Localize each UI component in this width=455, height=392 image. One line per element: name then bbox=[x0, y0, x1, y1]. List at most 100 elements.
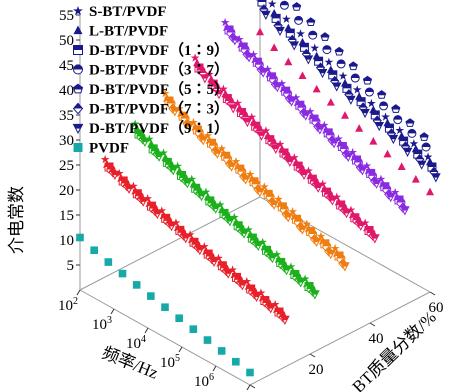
data-point-fill bbox=[294, 162, 303, 167]
data-point-fill bbox=[294, 217, 303, 222]
data-point-fill bbox=[218, 261, 227, 266]
data-point-shape bbox=[426, 187, 434, 196]
data-point bbox=[242, 276, 252, 286]
data-point-fill bbox=[338, 142, 347, 147]
data-point bbox=[405, 118, 415, 127]
frequency-tick-mark bbox=[178, 346, 183, 353]
legend-label: PVDF bbox=[89, 141, 129, 157]
data-point-fill bbox=[413, 150, 422, 155]
data-point bbox=[281, 266, 292, 276]
data-point bbox=[195, 246, 205, 256]
data-point-shape bbox=[187, 174, 197, 183]
data-point bbox=[244, 53, 254, 63]
data-point-fill bbox=[282, 266, 291, 271]
data-point bbox=[326, 98, 335, 106]
data-point bbox=[275, 139, 285, 149]
data-point-fill bbox=[344, 89, 353, 95]
legend-marker-fill bbox=[73, 45, 83, 50]
data-point-fill bbox=[245, 53, 254, 58]
data-point-fill bbox=[223, 154, 232, 159]
data-point-fill bbox=[237, 167, 246, 172]
data-point-shape bbox=[267, 0, 277, 8]
legend-marker-fill bbox=[73, 103, 83, 109]
data-point bbox=[237, 281, 248, 291]
data-point-shape bbox=[244, 225, 253, 234]
data-point-shape bbox=[274, 194, 283, 204]
data-point-fill bbox=[314, 57, 323, 62]
data-point-fill bbox=[340, 262, 349, 267]
data-point-fill bbox=[224, 270, 233, 274]
data-point-fill bbox=[365, 226, 374, 231]
data-point bbox=[100, 154, 110, 164]
data-point-fill bbox=[326, 250, 335, 255]
data-point bbox=[352, 85, 362, 94]
data-point-fill bbox=[280, 316, 289, 321]
data-point bbox=[259, 182, 269, 191]
data-point bbox=[296, 29, 305, 38]
data-point-shape bbox=[305, 107, 315, 116]
data-point-fill bbox=[382, 185, 391, 190]
legend-marker bbox=[72, 83, 84, 94]
data-point bbox=[379, 101, 389, 111]
data-point-fill bbox=[232, 273, 241, 278]
data-point-fill bbox=[280, 205, 289, 210]
data-point bbox=[90, 246, 98, 255]
data-point bbox=[311, 237, 322, 248]
data-point-fill bbox=[261, 11, 270, 16]
data-point-fill bbox=[274, 20, 283, 26]
data-point bbox=[203, 336, 212, 344]
z-tick-label: 20 bbox=[59, 183, 74, 199]
data-point-fill bbox=[210, 258, 219, 263]
data-point-fill bbox=[155, 153, 164, 157]
data-point-fill bbox=[351, 74, 360, 79]
legend-label: D-BT/PVDF（9∶1） bbox=[89, 119, 229, 137]
data-point-fill bbox=[387, 129, 396, 134]
z-tick-label: 45 bbox=[59, 58, 74, 74]
data-point bbox=[265, 304, 276, 314]
data-point-fill bbox=[322, 242, 331, 247]
data-point-shape bbox=[259, 182, 269, 191]
data-point-shape bbox=[411, 175, 420, 183]
data-point-fill bbox=[211, 205, 220, 210]
data-point-shape bbox=[147, 292, 155, 300]
frequency-tick-mark bbox=[110, 308, 115, 315]
data-point bbox=[159, 148, 168, 157]
data-point bbox=[257, 0, 267, 7]
data-point-shape bbox=[397, 162, 406, 171]
data-point bbox=[385, 193, 396, 203]
data-point bbox=[204, 69, 214, 79]
data-point-fill bbox=[328, 196, 337, 201]
data-point-fill bbox=[306, 227, 315, 232]
data-point bbox=[254, 60, 264, 70]
data-point-fill bbox=[284, 213, 293, 218]
frequency-tick-label: 105 bbox=[160, 353, 180, 371]
data-point bbox=[251, 292, 262, 302]
data-point-shape bbox=[282, 14, 291, 23]
data-point-shape bbox=[291, 93, 301, 102]
data-point-fill bbox=[179, 112, 188, 117]
data-point bbox=[184, 122, 194, 132]
legend-marker bbox=[73, 45, 83, 55]
data-point-shape bbox=[355, 124, 364, 132]
data-point-fill bbox=[235, 165, 244, 170]
data-point-fill bbox=[310, 290, 319, 295]
data-point bbox=[348, 147, 357, 157]
data-point bbox=[214, 90, 224, 100]
data-point bbox=[329, 139, 339, 149]
data-point bbox=[182, 179, 193, 189]
data-point-fill bbox=[340, 144, 349, 149]
data-point-fill bbox=[349, 61, 358, 67]
data-point bbox=[297, 225, 308, 235]
data-point bbox=[341, 111, 349, 119]
data-point-shape bbox=[316, 231, 326, 241]
data-point-fill bbox=[276, 258, 285, 263]
data-point bbox=[331, 82, 342, 92]
data-point-shape bbox=[173, 161, 182, 170]
data-point-fill bbox=[420, 132, 429, 138]
data-point-shape bbox=[324, 57, 334, 66]
data-point-fill bbox=[255, 126, 264, 132]
data-point-shape bbox=[76, 233, 84, 242]
data-point-fill bbox=[308, 175, 317, 180]
data-point-fill bbox=[310, 115, 319, 120]
data-point-fill bbox=[298, 166, 307, 172]
